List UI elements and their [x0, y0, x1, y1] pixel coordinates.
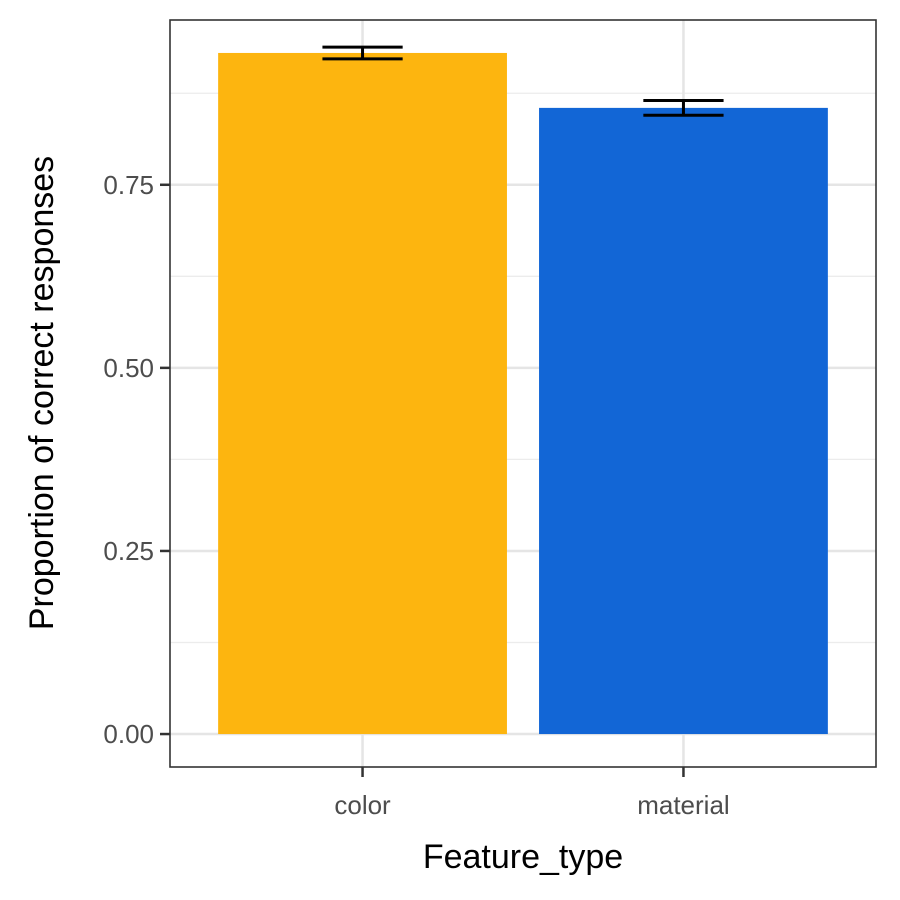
x-tick-label-material: material	[637, 790, 729, 820]
bar-material	[539, 107, 828, 735]
errorbar-color	[322, 45, 403, 61]
y-tick-label: 0.50	[103, 353, 154, 383]
panel-border	[169, 19, 877, 768]
y-axis-title: Proportion of correct responses	[23, 156, 61, 630]
x-axis-ticks: color material	[334, 767, 730, 820]
y-axis-ticks: 0.00 0.25 0.50 0.75	[103, 170, 170, 749]
error-bars	[322, 45, 724, 117]
errorbar-material	[643, 99, 724, 117]
x-axis-title: Feature_type	[423, 838, 623, 876]
bar-color	[218, 52, 507, 735]
x-tick-label-color: color	[334, 790, 391, 820]
y-tick-label: 0.25	[103, 536, 154, 566]
bars	[218, 52, 828, 735]
y-tick-label: 0.00	[103, 719, 154, 749]
y-tick-label: 0.75	[103, 170, 154, 200]
